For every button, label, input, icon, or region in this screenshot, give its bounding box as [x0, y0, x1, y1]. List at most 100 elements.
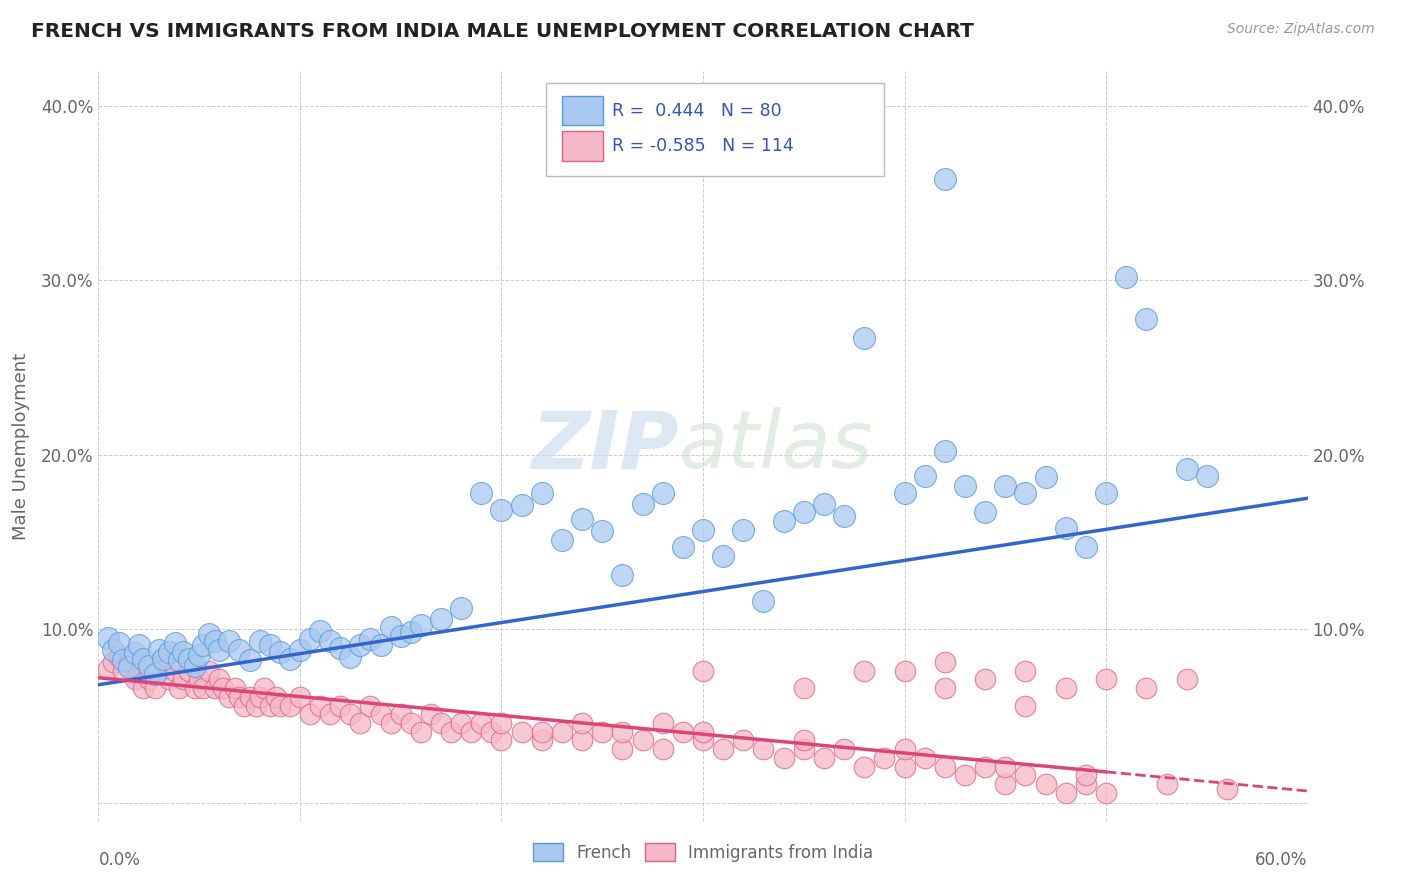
Point: [692, 724, 714, 739]
Point: [1095, 673, 1118, 687]
Point: [873, 751, 896, 765]
Point: [370, 707, 392, 722]
Point: [651, 486, 673, 500]
Point: [470, 716, 492, 731]
Point: [934, 444, 956, 458]
Point: [239, 690, 262, 704]
Point: [430, 716, 453, 731]
Point: [218, 690, 240, 704]
Point: [269, 698, 291, 713]
Point: [793, 733, 815, 747]
Point: [450, 716, 472, 731]
Point: [188, 673, 211, 687]
Point: [1014, 664, 1036, 678]
Point: [813, 496, 835, 510]
Point: [994, 777, 1017, 791]
Point: [259, 698, 281, 713]
Point: [934, 681, 956, 696]
Point: [309, 698, 332, 713]
Point: [399, 625, 422, 640]
Point: [389, 629, 412, 643]
Point: [228, 690, 250, 704]
Point: [571, 512, 593, 526]
Point: [204, 634, 226, 648]
Point: [530, 733, 553, 747]
FancyBboxPatch shape: [561, 96, 603, 125]
Point: [97, 662, 120, 676]
Point: [491, 716, 513, 731]
Point: [793, 681, 815, 696]
Point: [752, 742, 775, 756]
Point: [1054, 681, 1077, 696]
Point: [793, 742, 815, 756]
Point: [832, 742, 855, 756]
Point: [380, 716, 402, 731]
Point: [914, 751, 936, 765]
Point: [309, 624, 332, 638]
Point: [793, 505, 815, 519]
Point: [672, 540, 695, 554]
Point: [953, 768, 976, 782]
Point: [128, 638, 150, 652]
Point: [288, 643, 311, 657]
Point: [974, 673, 997, 687]
Text: ZIP: ZIP: [531, 407, 679, 485]
Point: [184, 681, 207, 696]
Point: [278, 651, 301, 665]
Point: [692, 523, 714, 537]
Point: [409, 724, 432, 739]
Point: [1095, 486, 1118, 500]
Point: [97, 631, 120, 645]
Point: [124, 646, 146, 660]
Point: [339, 649, 361, 664]
Point: [370, 638, 392, 652]
Point: [208, 643, 231, 657]
Point: [204, 681, 226, 696]
Point: [167, 681, 190, 696]
Point: [349, 638, 371, 652]
Point: [1014, 486, 1036, 500]
Point: [172, 645, 194, 659]
Point: [1195, 468, 1218, 483]
Point: [672, 724, 695, 739]
Point: [299, 632, 322, 647]
Point: [269, 645, 291, 659]
Point: [1175, 673, 1198, 687]
Point: [752, 594, 775, 608]
Text: FRENCH VS IMMIGRANTS FROM INDIA MALE UNEMPLOYMENT CORRELATION CHART: FRENCH VS IMMIGRANTS FROM INDIA MALE UNE…: [31, 22, 974, 41]
Point: [253, 681, 276, 696]
Point: [530, 486, 553, 500]
Point: [1054, 521, 1077, 535]
Point: [1074, 768, 1097, 782]
Point: [329, 641, 352, 656]
Point: [631, 733, 654, 747]
Point: [934, 655, 956, 669]
Point: [1035, 470, 1057, 484]
Point: [651, 716, 673, 731]
Point: [853, 759, 876, 773]
Text: R = -0.585   N = 114: R = -0.585 N = 114: [613, 137, 794, 155]
Point: [1074, 540, 1097, 554]
Point: [631, 496, 654, 510]
Point: [239, 653, 262, 667]
Point: [360, 698, 382, 713]
Point: [430, 611, 453, 625]
Point: [128, 664, 150, 678]
Point: [994, 479, 1017, 493]
Point: [1014, 698, 1036, 713]
Point: [172, 673, 194, 687]
Point: [491, 503, 513, 517]
Point: [212, 681, 235, 696]
Point: [218, 634, 240, 648]
Point: [167, 653, 190, 667]
Point: [1095, 786, 1118, 800]
Point: [101, 643, 124, 657]
Point: [551, 533, 574, 547]
Point: [245, 698, 267, 713]
Point: [1014, 768, 1036, 782]
Point: [259, 638, 281, 652]
Point: [934, 172, 956, 186]
Point: [551, 724, 574, 739]
Point: [138, 673, 160, 687]
Point: [152, 651, 174, 665]
